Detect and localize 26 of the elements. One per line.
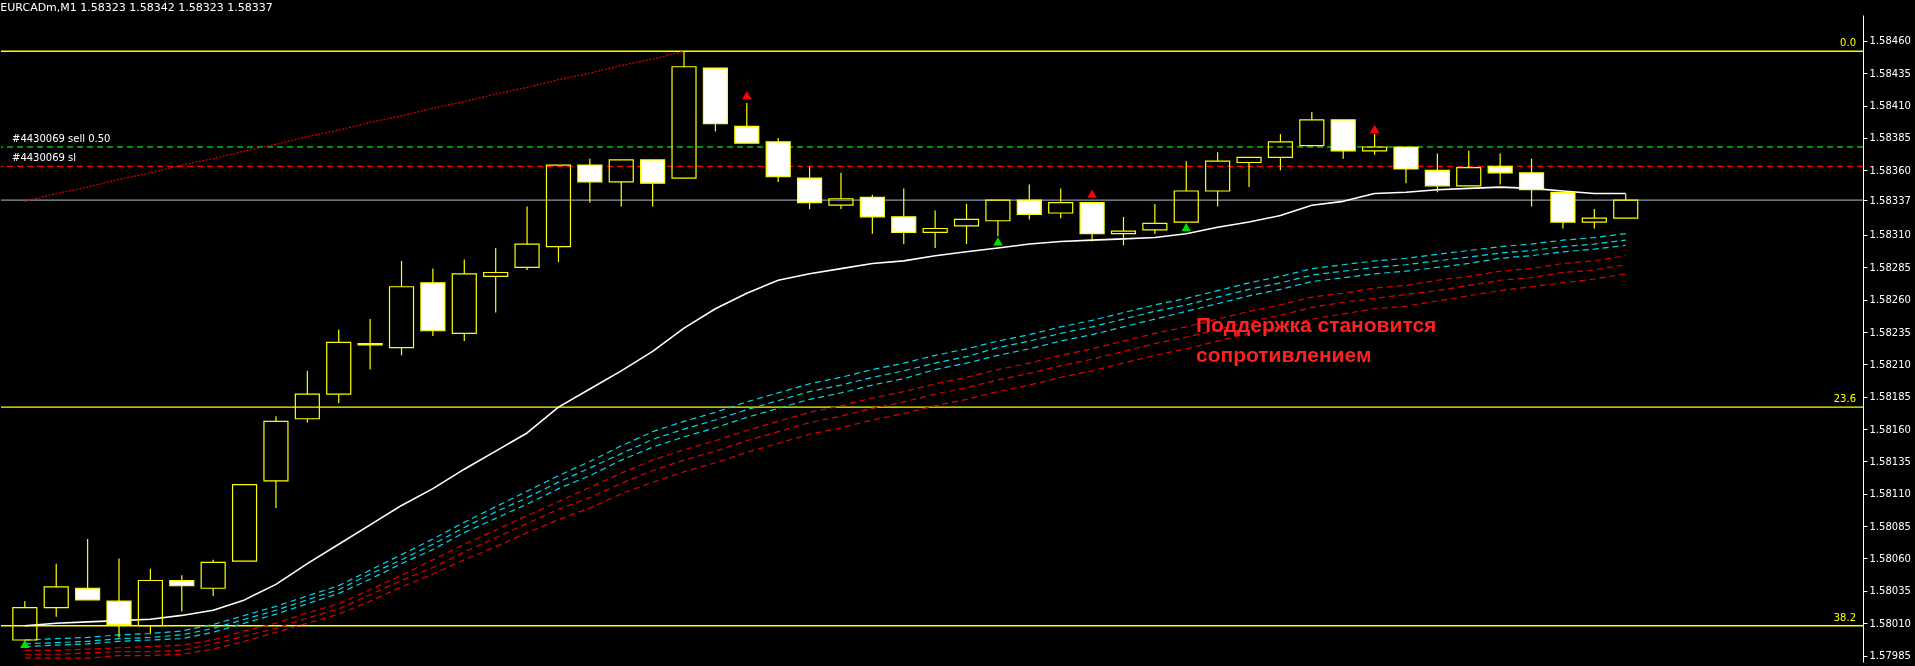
y-tick-label: 1.58185 [1869,391,1911,403]
y-tick-label: 1.58235 [1869,326,1911,338]
y-tick-label: 1.58310 [1869,229,1911,241]
y-tick-label: 1.58410 [1869,100,1911,112]
ref-line-label: #4430069 sell 0.50 [12,132,111,144]
annotation: 38.2 [1833,611,1856,623]
y-tick-label: 1.58110 [1869,488,1911,500]
y-tick-label: 1.58035 [1869,585,1911,597]
y-tick-label: 1.57985 [1869,650,1911,662]
annotation: 23.6 [1833,393,1856,405]
y-tick-label: 1.58360 [1869,164,1911,176]
y-tick-label: 1.58060 [1869,552,1911,564]
y-tick-label: 1.58210 [1869,358,1911,370]
y-tick-label: 1.58435 [1869,67,1911,79]
y-tick-label: 1.58160 [1869,423,1911,435]
y-tick-label: 1.58260 [1869,294,1911,306]
ref-line-label: #4430069 sl [12,152,77,164]
y-tick-label: 1.58337 [1869,194,1911,206]
y-tick-label: 1.58085 [1869,520,1911,532]
y-tick-label: 1.58385 [1869,132,1911,144]
y-tick-label: 1.58010 [1869,617,1911,629]
y-tick-label: 1.58135 [1869,455,1911,467]
annotation: 0.0 [1840,37,1856,49]
chart-title: EURCADm,M1 1.58323 1.58342 1.58323 1.58337 [0,1,273,14]
y-tick-label: 1.58285 [1869,261,1911,273]
y-tick-label: 1.58460 [1869,35,1911,47]
